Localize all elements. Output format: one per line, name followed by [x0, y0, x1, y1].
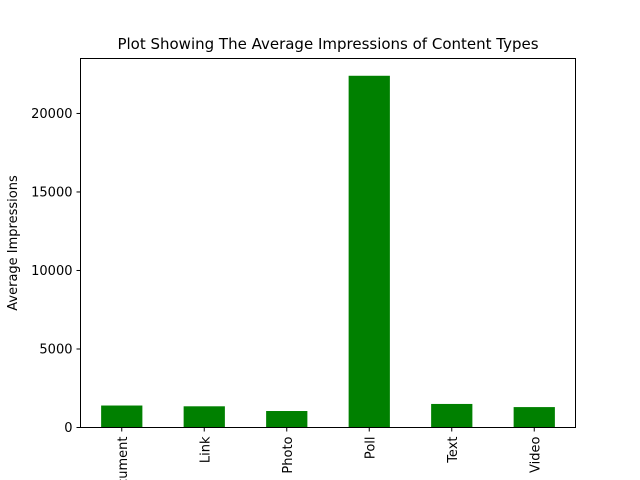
y-axis-ticks: 0 5000 10000 15000 20000 [31, 107, 81, 436]
x-tick-label: Photo [281, 436, 296, 473]
bar-video [513, 407, 555, 428]
y-tick-label: 10000 [31, 264, 72, 279]
y-tick-label: 15000 [31, 185, 72, 200]
x-tick-label: Document [116, 437, 131, 480]
bar-document [101, 405, 143, 428]
chart-title: Plot Showing The Average Impressions of … [117, 35, 538, 53]
bar-text [431, 403, 473, 428]
bar-poll [348, 75, 390, 428]
x-axis-ticks: Document Link Photo Poll Text Video [116, 427, 543, 480]
x-tick-label: Text [446, 437, 461, 464]
y-tick-label: 0 [64, 421, 72, 436]
y-tick-label: 20000 [31, 107, 72, 122]
bar-link [183, 406, 225, 428]
bars-group [101, 75, 555, 428]
plot-frame [80, 58, 576, 428]
y-tick-label: 5000 [39, 342, 72, 357]
y-axis-label: Average Impressions [6, 175, 21, 311]
x-tick-label: Link [198, 436, 213, 463]
x-tick-label: Poll [363, 437, 378, 460]
x-tick-label: Video [528, 436, 543, 472]
bar-photo [266, 411, 308, 428]
